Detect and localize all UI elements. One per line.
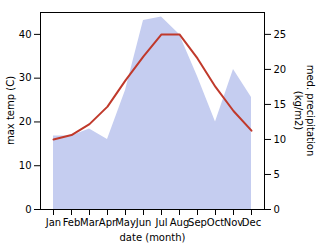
svg-text:Apr: Apr [98, 216, 117, 228]
svg-text:10: 10 [274, 134, 287, 145]
svg-text:20: 20 [19, 116, 32, 127]
svg-text:30: 30 [19, 72, 32, 83]
svg-text:Jan: Jan [45, 217, 61, 228]
svg-text:Oct: Oct [207, 217, 224, 228]
svg-text:date (month): date (month) [120, 232, 186, 243]
svg-text:Sep: Sep [188, 217, 207, 228]
svg-text:5: 5 [274, 169, 280, 180]
svg-text:(kg/m2): (kg/m2) [293, 91, 304, 131]
svg-text:Dec: Dec [242, 217, 261, 228]
svg-text:Jun: Jun [135, 217, 152, 228]
svg-text:Mar: Mar [80, 217, 100, 228]
svg-text:0: 0 [274, 204, 280, 215]
svg-text:max temp (C): max temp (C) [5, 76, 16, 145]
svg-text:0: 0 [25, 204, 31, 215]
svg-text:May: May [115, 217, 136, 228]
svg-text:15: 15 [274, 99, 287, 110]
svg-text:Feb: Feb [63, 217, 81, 228]
svg-text:Aug: Aug [170, 217, 190, 228]
svg-text:Jul: Jul [154, 217, 167, 228]
svg-text:med. precipitation: med. precipitation [305, 65, 316, 157]
svg-text:20: 20 [274, 64, 287, 75]
svg-text:25: 25 [274, 29, 287, 40]
svg-text:40: 40 [19, 29, 32, 40]
svg-text:Nov: Nov [224, 217, 244, 228]
svg-text:10: 10 [19, 160, 32, 171]
